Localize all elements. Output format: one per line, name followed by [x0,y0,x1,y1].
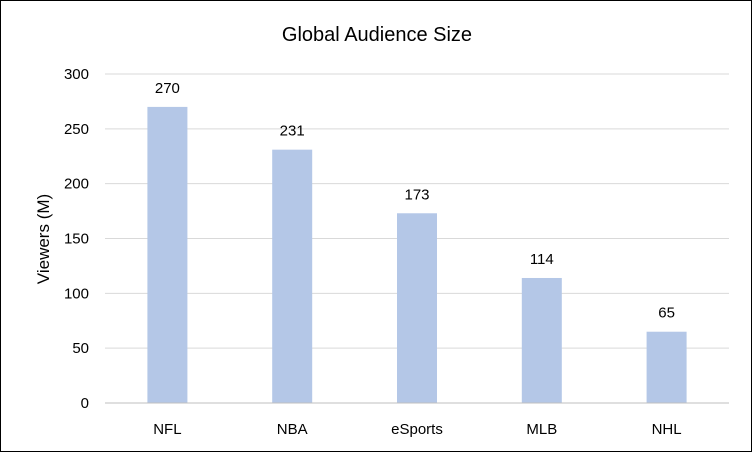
x-tick-label: NFL [153,421,181,438]
x-axis-ticks: NFL NBA eSports MLB NHL [153,421,681,438]
y-tick-label: 50 [72,340,89,357]
chart-title: Global Audience Size [282,24,472,46]
bar-nba [272,149,313,403]
bar-nfl [147,106,188,404]
y-axis-title: Viewers (M) [34,194,53,284]
data-label: 231 [280,123,305,140]
bar-mlb [521,277,562,403]
x-tick-label: NHL [652,421,682,438]
x-tick-label: eSports [391,421,443,438]
y-tick-label: 150 [64,231,89,248]
y-tick-label: 300 [64,66,89,83]
y-tick-label: 200 [64,176,89,193]
data-label: 65 [658,305,675,322]
y-axis-ticks: 0 50 100 150 200 250 300 [64,66,89,412]
y-tick-label: 250 [64,121,89,138]
data-label: 173 [404,186,429,203]
x-tick-label: MLB [526,421,557,438]
y-tick-label: 0 [81,395,89,412]
bar-nhl [646,331,687,403]
data-label: 114 [530,251,554,268]
data-labels: 270 231 173 114 65 [155,80,675,322]
data-label: 270 [155,80,180,97]
bar-esports [397,213,437,403]
y-tick-label: 100 [64,285,89,302]
bars [147,106,687,404]
x-tick-label: NBA [277,421,308,438]
